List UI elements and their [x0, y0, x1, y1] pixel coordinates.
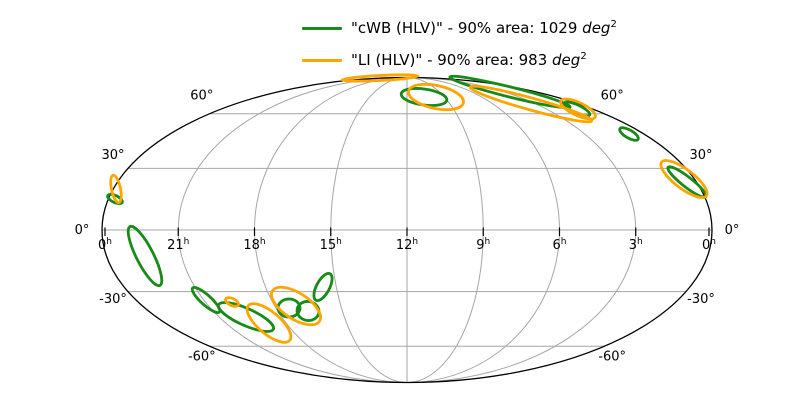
legend-entry-li: "LI (HLV)" - 90% area: 983 deg2	[302, 44, 617, 76]
contour-cwb	[448, 74, 572, 110]
dec-tick-label: 60°	[601, 88, 624, 103]
dec-tick-label: 0°	[75, 223, 90, 238]
legend-unit: deg	[552, 51, 581, 69]
dec-tick-label: 60°	[190, 88, 213, 103]
dec-tick-label: -30°	[687, 292, 715, 307]
legend-label-text: "cWB (HLV)" - 90% area: 1029	[351, 19, 583, 37]
contour-cwb	[190, 285, 222, 315]
ra-tick-label: 3h	[629, 237, 643, 253]
contour-cwb	[126, 224, 164, 288]
legend-entry-cwb: "cWB (HLV)" - 90% area: 1029 deg2	[302, 12, 617, 44]
ra-tick-label: 21h	[167, 237, 189, 253]
ra-tick-label: 0h	[98, 237, 112, 253]
ra-tick-label: 6h	[553, 237, 567, 253]
contour-li	[245, 302, 293, 344]
legend-exponent: 2	[610, 19, 617, 30]
contour-li	[109, 173, 123, 205]
legend-label-text: "LI (HLV)" - 90% area: 983	[351, 51, 553, 69]
legend-exponent: 2	[580, 51, 587, 62]
dec-tick-label: -30°	[99, 292, 127, 307]
dec-tick-label: 30°	[101, 148, 124, 163]
contour-cwb	[106, 192, 124, 206]
contour-cwb	[312, 272, 334, 302]
dec-tick-label: -60°	[188, 349, 216, 364]
contour-cwb	[216, 301, 276, 333]
contour-li	[270, 285, 322, 327]
ra-tick-label: 15h	[320, 237, 342, 253]
contour-cwb	[618, 126, 640, 142]
contour-li	[224, 296, 240, 308]
contour-li	[559, 97, 597, 121]
ra-tick-label: 0h	[702, 237, 716, 253]
legend-unit: deg	[582, 19, 611, 37]
legend: "cWB (HLV)" - 90% area: 1029 deg2 "LI (H…	[302, 12, 617, 76]
contour-li	[659, 159, 709, 199]
legend-label-cwb: "cWB (HLV)" - 90% area: 1029 deg2	[351, 19, 617, 37]
legend-line-swatch-li	[302, 58, 342, 62]
ra-tick-label: 9h	[476, 237, 490, 253]
dec-tick-label: 0°	[725, 223, 740, 238]
dec-tick-label: -60°	[598, 349, 626, 364]
contour-li	[407, 82, 465, 112]
dec-tick-label: 30°	[689, 148, 712, 163]
contour-li	[468, 84, 594, 124]
contour-li	[340, 73, 420, 83]
ra-tick-label: 18h	[243, 237, 265, 253]
legend-label-li: "LI (HLV)" - 90% area: 983 deg2	[351, 51, 587, 69]
ra-tick-label: 12h	[396, 237, 418, 253]
legend-line-swatch-cwb	[302, 26, 342, 30]
